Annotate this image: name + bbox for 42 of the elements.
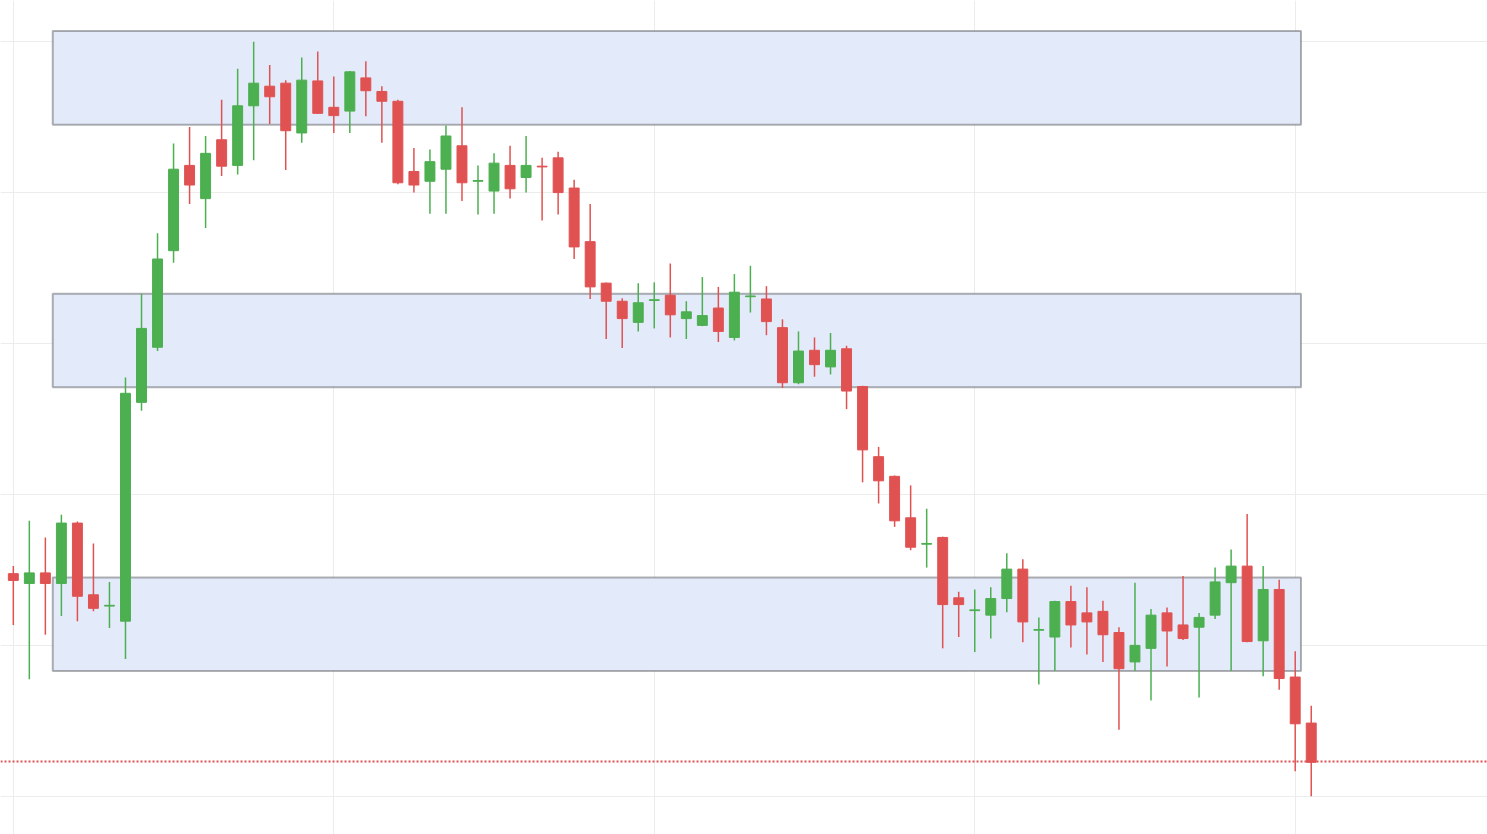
candlestick [1033, 616, 1045, 686]
candlestick [1081, 586, 1093, 656]
candlestick [472, 164, 484, 216]
candlestick [376, 85, 388, 144]
candlestick [408, 147, 420, 194]
candlestick [1225, 548, 1237, 672]
candlestick [248, 40, 260, 161]
candlestick [1129, 581, 1141, 672]
candlestick [360, 60, 372, 118]
candlestick [809, 336, 820, 378]
candlestick [696, 276, 708, 327]
candlestick [1097, 600, 1109, 663]
candlestick [1161, 606, 1173, 668]
candlestick [520, 135, 532, 194]
candlestick [184, 126, 196, 205]
candlestick [985, 586, 997, 640]
candlestick [328, 75, 340, 134]
candlestick [1193, 612, 1205, 699]
candlestick [264, 64, 276, 125]
candlestick [7, 565, 19, 626]
candlestick [680, 300, 692, 340]
candlestick [87, 542, 99, 613]
candlestick [504, 145, 516, 200]
candlestick [616, 297, 628, 349]
candlestick [921, 508, 933, 569]
candlestick [23, 520, 35, 681]
candlestick [825, 332, 836, 376]
candlestick [1177, 575, 1189, 641]
candlestick [969, 588, 981, 653]
candlestick [600, 281, 612, 340]
candlestick [953, 591, 965, 638]
candlestick [632, 282, 644, 333]
candlestick [712, 286, 724, 343]
candlestick [103, 581, 115, 629]
candlestick [744, 265, 756, 314]
candlestick [424, 148, 436, 215]
candlestick [664, 262, 676, 339]
candlestick [760, 285, 772, 336]
candlestick [536, 157, 548, 222]
candlestick [1065, 584, 1077, 649]
candlestick [648, 281, 660, 330]
candlestick [39, 536, 51, 636]
